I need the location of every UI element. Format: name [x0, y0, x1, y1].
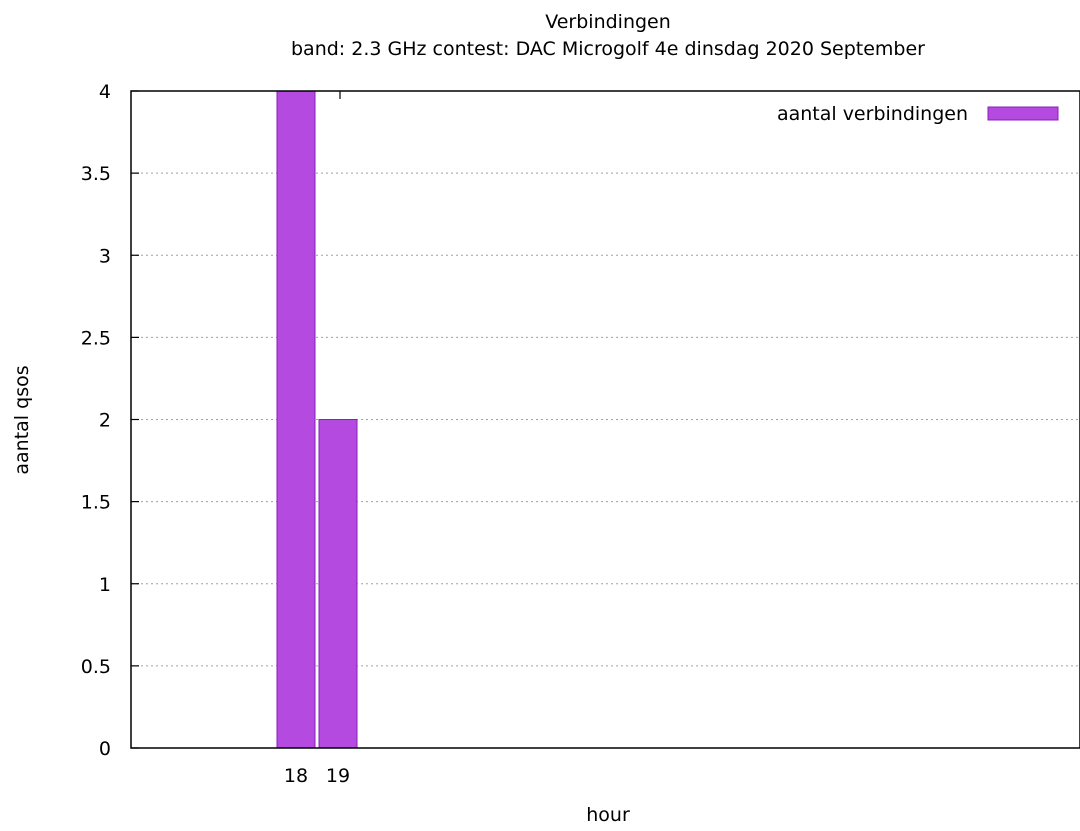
- chart-title: Verbindingen: [545, 11, 671, 33]
- grid-lines: [131, 172, 1080, 667]
- legend-label: aantal verbindingen: [777, 103, 968, 125]
- y-tick-label: 3.5: [81, 163, 111, 185]
- y-tick-label: 0: [99, 738, 111, 760]
- x-ticks: 18 19: [284, 91, 350, 787]
- y-tick-label: 2: [99, 410, 111, 432]
- x-axis-label: hour: [586, 804, 630, 826]
- y-tick-label: 1: [99, 574, 111, 596]
- y-tick-label: 4: [99, 81, 111, 103]
- y-axis-label: aantal qsos: [11, 365, 33, 474]
- x-tick-label: 19: [326, 765, 350, 787]
- chart-subtitle: band: 2.3 GHz contest: DAC Microgolf 4e …: [291, 38, 925, 60]
- y-tick-label: 1.5: [81, 492, 111, 514]
- legend-swatch: [987, 106, 1059, 121]
- legend: aantal verbindingen: [777, 103, 1059, 125]
- bar: [318, 419, 358, 749]
- bars: [276, 90, 358, 749]
- y-ticks: 0 0.5 1 1.5 2 2.5 3 3.5 4: [81, 81, 139, 760]
- x-tick-label: 18: [284, 765, 308, 787]
- y-tick-label: 3: [99, 245, 111, 267]
- bar: [276, 90, 316, 749]
- y-tick-label: 0.5: [81, 656, 111, 678]
- y-tick-label: 2.5: [81, 327, 111, 349]
